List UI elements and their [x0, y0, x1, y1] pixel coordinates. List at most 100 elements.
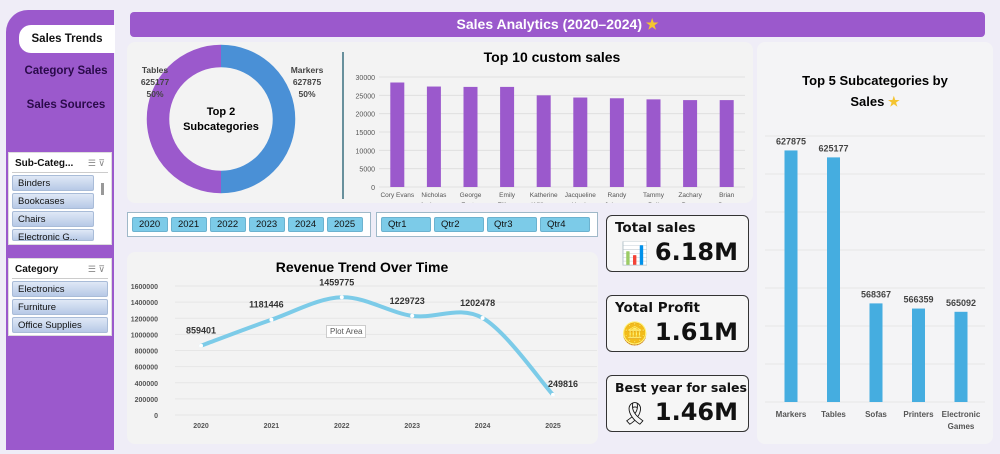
year-slicer: 2020 2021 2022 2023 2024 2025	[127, 212, 371, 237]
kpi-value: 1.61M	[654, 318, 738, 346]
chart-growth-icon: 📊	[621, 241, 649, 266]
x-tick-label: Katherine	[530, 192, 558, 199]
x-tick-label: Brian	[719, 192, 735, 199]
x-tick-label: Printers	[903, 410, 934, 419]
bar	[500, 86, 515, 187]
nav-category-sales[interactable]: Category Sales	[24, 65, 108, 77]
award-ribbon-icon: 🎗	[621, 401, 649, 426]
donut-data-label: 625177	[141, 77, 170, 87]
quarter-button-Qtr3[interactable]: Qtr3	[487, 217, 537, 232]
donut-and-bar-chart: Top 2 Subcategories Tables 625177 50% Markers…	[141, 44, 745, 209]
year-button-2021[interactable]: 2021	[171, 217, 207, 232]
multi-select-icon[interactable]: ☰	[87, 158, 96, 168]
x-tick-label: 2024	[475, 423, 491, 430]
donut-data-label: Markers	[291, 65, 324, 75]
data-point	[480, 316, 485, 321]
donut-data-label: 50%	[146, 89, 163, 99]
y-tick-label: 1600000	[131, 284, 158, 291]
bar	[609, 98, 624, 187]
data-label: 1229723	[390, 296, 425, 306]
star-icon: ★	[888, 94, 900, 109]
data-label: 1181446	[249, 300, 284, 310]
x-tick-label: Williams	[532, 202, 557, 203]
x-tick-label: Electronic	[942, 410, 981, 419]
y-tick-label: 30000	[356, 75, 376, 82]
data-label: 566359	[903, 295, 933, 305]
x-tick-label: Perez	[682, 202, 699, 203]
donut-center-label: Subcategories	[183, 121, 259, 133]
clear-filter-icon[interactable]: ⊽	[98, 158, 105, 168]
x-tick-label: Johnson	[605, 202, 630, 203]
year-button-2022[interactable]: 2022	[210, 217, 246, 232]
donut-data-label: 50%	[298, 89, 315, 99]
x-tick-label: Nicholas	[421, 192, 447, 199]
donut-data-label: 627875	[293, 77, 322, 87]
donut-center-label: Top 2	[207, 106, 236, 118]
quarter-button-Qtr4[interactable]: Qtr4	[540, 217, 590, 232]
bar	[784, 150, 798, 402]
bar	[827, 157, 840, 402]
data-point	[339, 295, 344, 300]
quarter-button-Qtr2[interactable]: Qtr2	[434, 217, 484, 232]
x-tick-label: Foster	[461, 202, 480, 203]
slicer-item[interactable]: Chairs	[12, 211, 94, 227]
slicer-item[interactable]: Electronic G...	[12, 229, 94, 241]
category-slicer: Category ☰ ⊽ Electronics Furniture Office…	[8, 258, 112, 336]
revenue-panel: Revenue Trend Over Time 0 200000 400000 6000…	[127, 252, 598, 444]
x-tick-label: Ellison	[498, 202, 518, 203]
bar	[869, 303, 883, 402]
top5-bar-chart: Top 5 Subcategories by Sales ★ 627875 Marke…	[765, 73, 985, 431]
slicer-item[interactable]: Furniture	[12, 299, 108, 315]
x-tick-label: Tables	[821, 410, 846, 419]
plot-area-tooltip: Plot Area	[326, 325, 367, 338]
top5-panel: Top 5 Subcategories by Sales ★ 627875 Marke…	[757, 42, 993, 444]
slicer-item[interactable]: Office Supplies	[12, 317, 108, 333]
slicer-item[interactable]: Electronics	[12, 281, 108, 297]
nav-sales-sources[interactable]: Sales Sources	[26, 99, 106, 111]
y-tick-label: 1000000	[131, 332, 158, 339]
title-text: Sales Analytics (2020–2024)	[456, 16, 643, 32]
donut-slice-markers	[220, 44, 296, 194]
kpi-value: 6.18M	[654, 238, 738, 266]
y-tick-label: 20000	[356, 112, 376, 119]
y-tick-label: 600000	[135, 365, 158, 372]
chart-title: Top 10 custom sales	[484, 49, 621, 65]
clear-filter-icon[interactable]: ⊽	[98, 264, 105, 274]
y-tick-label: 1200000	[131, 316, 158, 323]
quarter-slicer: Qtr1 Qtr2 Qtr3 Qtr4	[376, 212, 598, 237]
x-tick-label: 2022	[334, 423, 350, 430]
x-tick-label: 2023	[404, 423, 420, 430]
kpi-label: Yotal Profit	[615, 300, 700, 316]
x-tick-label: Harris	[572, 202, 590, 203]
year-button-2020[interactable]: 2020	[132, 217, 168, 232]
kpi-best-year: Best year for sales 🎗 1.46M	[606, 375, 749, 432]
bar	[719, 100, 734, 187]
x-tick-label: Jacqueline	[565, 192, 596, 199]
multi-select-icon[interactable]: ☰	[87, 264, 96, 274]
x-tick-label: Markers	[776, 410, 807, 419]
top-panel: Top 2 Subcategories Tables 625177 50% Markers…	[127, 42, 753, 209]
chart-title: Sales ★	[850, 94, 900, 109]
nav-sales-trends[interactable]: Sales Trends	[19, 25, 115, 53]
revenue-line	[199, 295, 555, 397]
scrollbar[interactable]	[101, 183, 104, 195]
year-button-2024[interactable]: 2024	[288, 217, 324, 232]
chart-title: Top 5 Subcategories by	[802, 73, 948, 88]
bar	[536, 95, 551, 187]
x-tick-label: Anderson	[420, 202, 448, 203]
year-button-2025[interactable]: 2025	[327, 217, 363, 232]
year-button-2023[interactable]: 2023	[249, 217, 285, 232]
x-tick-label: Randy	[608, 192, 628, 199]
subcategory-slicer: Sub-Categ... ☰ ⊽ Binders Bookcases Chairs…	[8, 152, 112, 245]
bar	[912, 308, 925, 402]
y-tick-label: 25000	[356, 93, 376, 100]
quarter-button-Qtr1[interactable]: Qtr1	[381, 217, 431, 232]
slicer-item[interactable]: Binders	[12, 175, 94, 191]
revenue-line-chart: Revenue Trend Over Time 0 200000 400000 6000…	[131, 259, 597, 430]
x-tick-label: Green	[718, 202, 736, 203]
x-tick-label: Sofas	[865, 410, 887, 419]
kpi-total-profit: Yotal Profit 🪙 1.61M	[606, 295, 749, 352]
slicer-item[interactable]: Bookcases	[12, 193, 94, 209]
x-tick-label: 2020	[193, 423, 209, 430]
x-tick-label: Emily	[499, 192, 516, 199]
